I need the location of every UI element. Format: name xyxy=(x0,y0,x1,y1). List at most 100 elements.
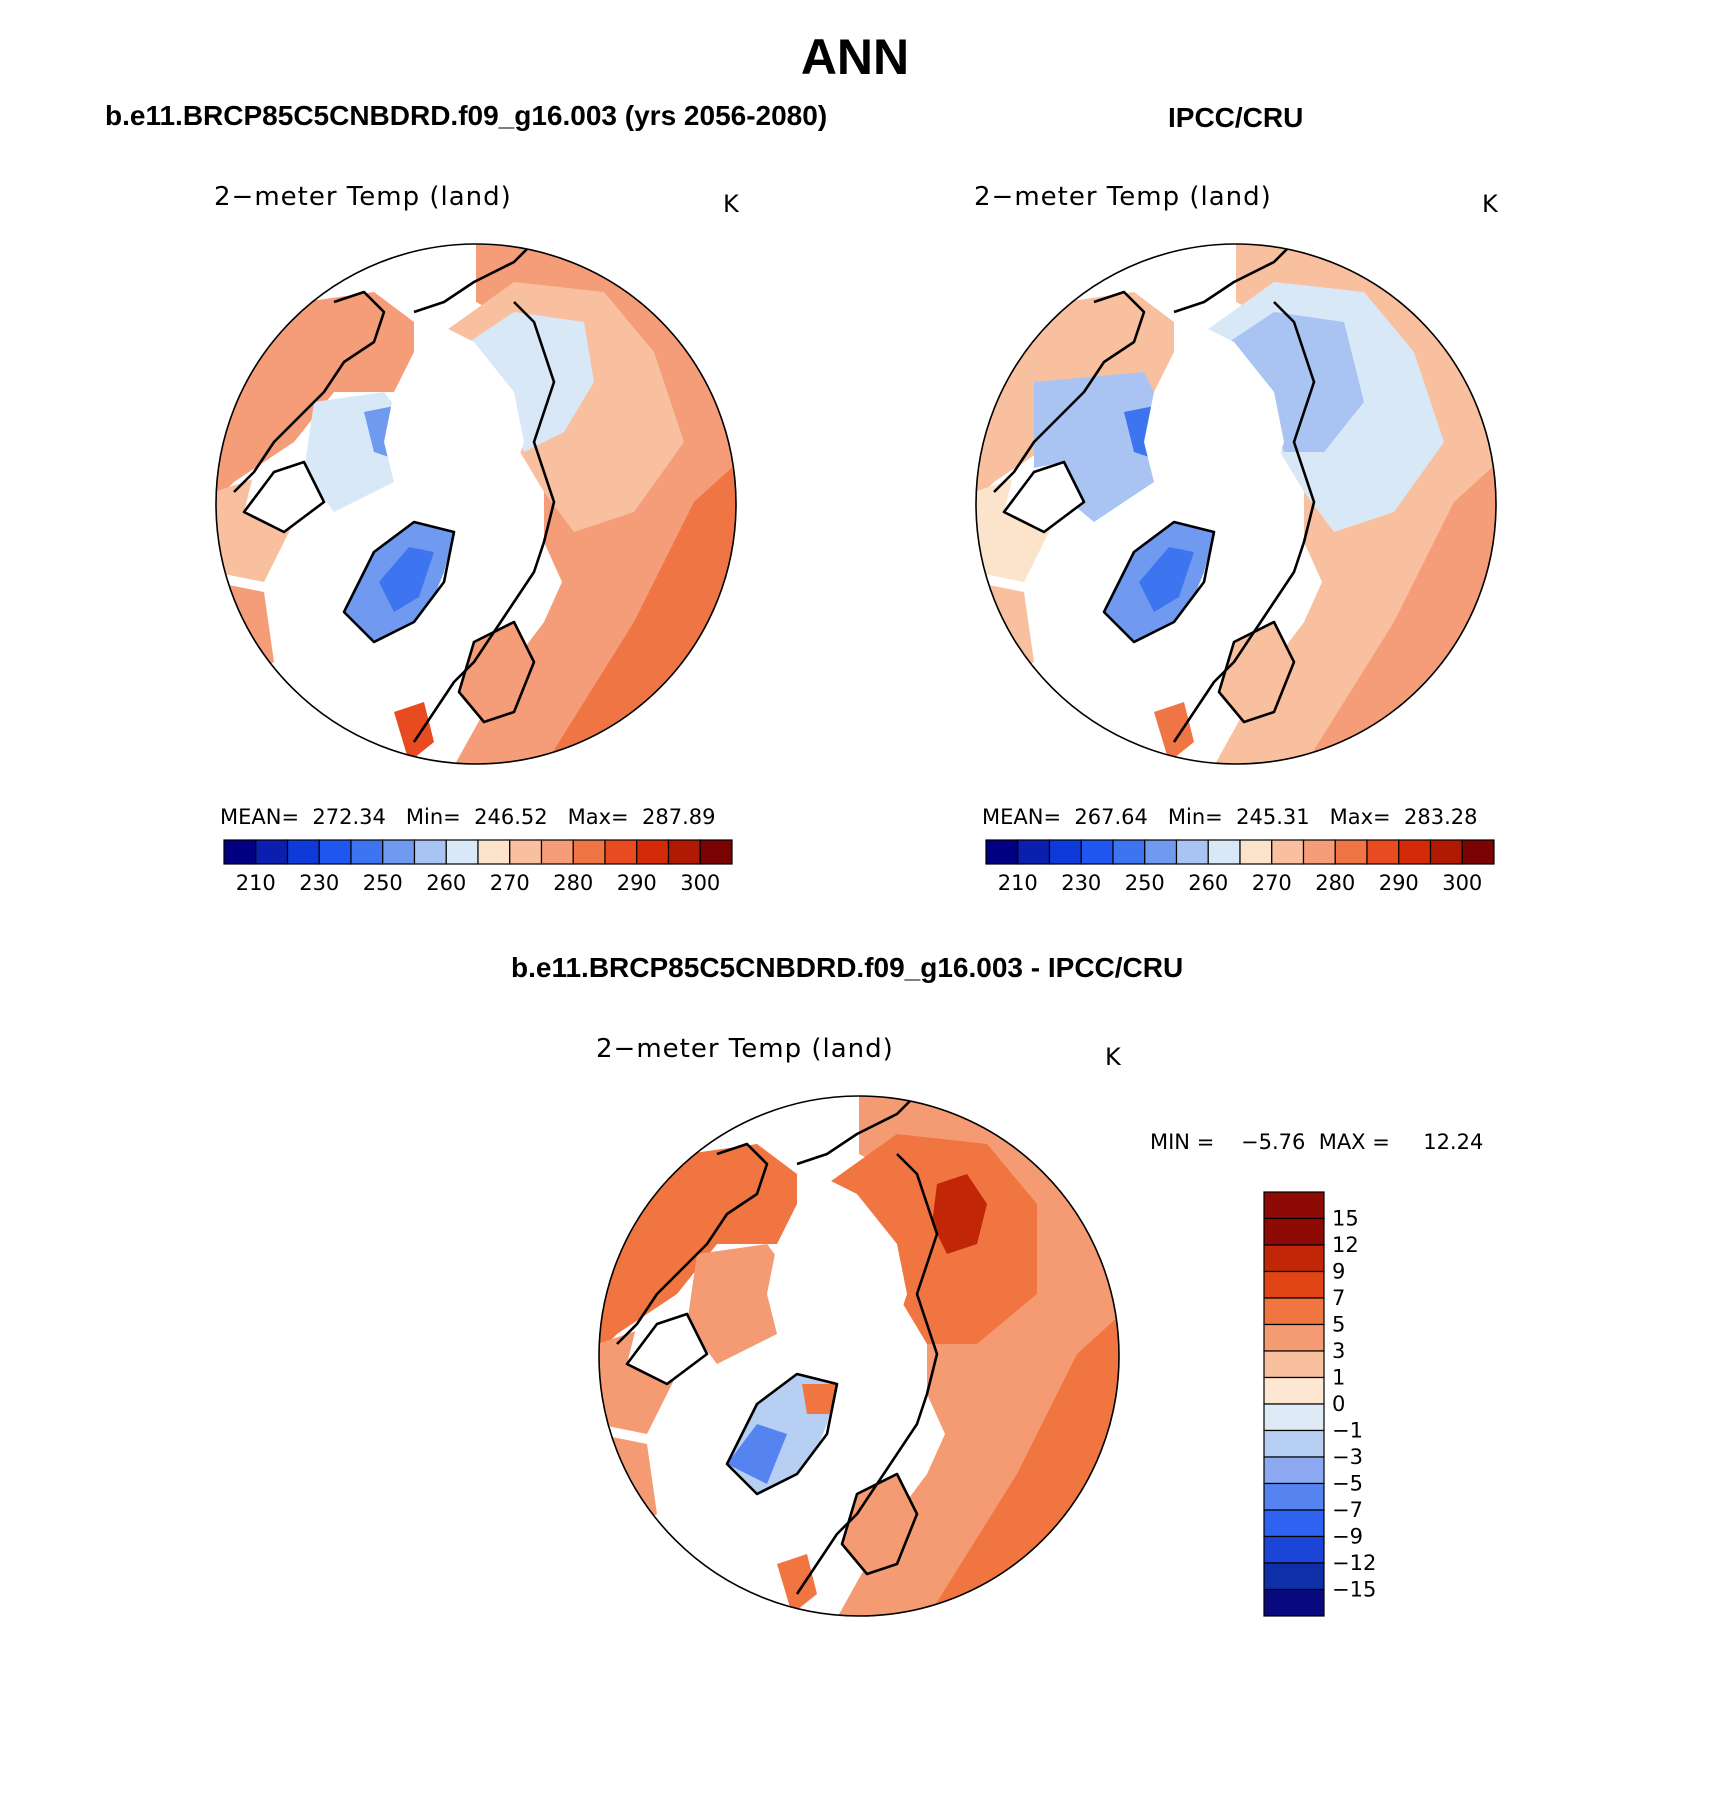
left-colorbar-box xyxy=(382,839,416,865)
bottom-greenland-core xyxy=(727,1424,787,1484)
left-colorbar-box xyxy=(318,839,352,865)
left-colorbar-box xyxy=(699,839,733,865)
bottom-colorbar-box xyxy=(1263,1244,1325,1273)
right-colorbar-box xyxy=(1366,839,1400,865)
left-colorbar-box xyxy=(445,839,479,865)
bottom-uk-land xyxy=(777,1554,817,1614)
bottom-colorbar-tick-label: −12 xyxy=(1332,1551,1376,1575)
bottom-colorbar-box xyxy=(1263,1509,1325,1538)
left-colorbar-tick-label: 290 xyxy=(617,871,657,895)
left-coastline-greenland xyxy=(342,520,456,644)
bottom-colorbar-box xyxy=(1263,1562,1325,1591)
bottom-colorbar-box xyxy=(1263,1217,1325,1246)
right-colorbar-box xyxy=(1048,839,1082,865)
figure-title: ANN xyxy=(800,29,910,85)
bottom-colorbar-tick-label: −3 xyxy=(1332,1445,1363,1469)
left-colorbar-tick-label: 280 xyxy=(553,871,593,895)
right-coastline-scandinavia xyxy=(1217,620,1296,724)
right-colorbar-box xyxy=(1144,839,1178,865)
left-colorbar-tick-label: 250 xyxy=(363,871,403,895)
right-colorbar-box xyxy=(1271,839,1305,865)
bottom-colorbar-box xyxy=(1263,1191,1325,1220)
right-colorbar-tick-label: 270 xyxy=(1252,871,1292,895)
left-colorbar-tick-label: 270 xyxy=(490,871,530,895)
bottom-colorbar-box xyxy=(1263,1456,1325,1485)
right-panel-title: IPCC/CRU xyxy=(1168,102,1304,133)
bottom-colorbar-box xyxy=(1263,1429,1325,1458)
left-scandinavia-land xyxy=(459,622,534,722)
bottom-colorbar-tick-label: −5 xyxy=(1332,1472,1363,1496)
left-colorbar-box xyxy=(604,839,638,865)
bottom-scandinavia-land xyxy=(842,1474,917,1574)
bottom-colorbar-tick-label: 1 xyxy=(1332,1366,1345,1390)
bottom-colorbar-tick-label: −1 xyxy=(1332,1419,1363,1443)
left-greenland-core xyxy=(379,547,434,612)
left-coastline-na xyxy=(233,290,386,534)
left-arctic-ocean xyxy=(384,312,524,662)
left-stats: MEAN= 272.34 Min= 246.52 Max= 287.89 xyxy=(220,805,716,829)
left-west-canada-land xyxy=(216,582,274,702)
bottom-coastline-na xyxy=(616,1142,769,1386)
left-colorbar: 210 230 250 260 270 280 290 300 xyxy=(223,839,733,895)
right-stats: MEAN= 267.64 Min= 245.31 Max= 283.28 xyxy=(982,805,1478,829)
left-colorbar-tick-label: 230 xyxy=(299,871,339,895)
right-greenland-core xyxy=(1139,547,1194,612)
right-colorbar-box xyxy=(1461,839,1495,865)
right-colorbar-box xyxy=(1398,839,1432,865)
left-colorbar-box xyxy=(413,839,447,865)
left-colorbar-tick-label: 300 xyxy=(680,871,720,895)
bottom-arctic-ocean xyxy=(767,1164,907,1514)
right-colorbar-tick-label: 230 xyxy=(1061,871,1101,895)
right-colorbar-tick-label: 210 xyxy=(998,871,1038,895)
left-colorbar-tick-label: 210 xyxy=(236,871,276,895)
bottom-colorbar-box xyxy=(1263,1535,1325,1564)
left-uk-land xyxy=(394,702,434,762)
bottom-colorbar-box xyxy=(1263,1403,1325,1432)
right-arctic-ocean xyxy=(1144,312,1284,662)
right-coastline-greenland xyxy=(1102,520,1216,644)
bottom-siberia-land xyxy=(827,1134,1037,1344)
right-variable-label: 2−meter Temp (land) xyxy=(974,182,1272,212)
left-colorbar-box xyxy=(477,839,511,865)
bottom-coastline-greenland xyxy=(725,1372,839,1496)
right-colorbar-box xyxy=(985,839,1019,865)
bottom-colorbar-box xyxy=(1263,1297,1325,1326)
right-colorbar-box xyxy=(1175,839,1209,865)
right-central-siberia-land xyxy=(1214,312,1364,452)
bottom-colorbar-box xyxy=(1263,1323,1325,1352)
bottom-colorbar-box xyxy=(1263,1270,1325,1299)
right-colorbar-box xyxy=(1429,839,1463,865)
left-colorbar-box xyxy=(223,839,257,865)
left-bering-sea xyxy=(244,462,324,532)
bottom-colorbar-tick-label: 9 xyxy=(1332,1260,1345,1284)
bottom-colorbar-box xyxy=(1263,1588,1325,1617)
bottom-variable-label: 2−meter Temp (land) xyxy=(596,1034,894,1064)
bottom-canadian-arch-land xyxy=(687,1244,797,1364)
left-colorbar-box xyxy=(286,839,320,865)
bottom-colorbar-tick-label: 12 xyxy=(1332,1233,1359,1257)
left-polar-map xyxy=(215,243,737,765)
left-panel-title: b.e11.BRCP85C5CNBDRD.f09_g16.003 (yrs 20… xyxy=(105,100,828,131)
bottom-bering-sea xyxy=(627,1314,707,1384)
right-colorbar-box xyxy=(1207,839,1241,865)
bottom-colorbar-tick-label: 7 xyxy=(1332,1286,1345,1310)
right-units-label: K xyxy=(1482,190,1498,218)
bottom-greenland-east xyxy=(802,1384,837,1414)
right-colorbar-box xyxy=(1334,839,1368,865)
bottom-colorbar-tick-label: −9 xyxy=(1332,1525,1363,1549)
right-colorbar-tick-label: 290 xyxy=(1379,871,1419,895)
bottom-colorbar-box xyxy=(1263,1376,1325,1405)
right-colorbar-box xyxy=(1302,839,1336,865)
left-colorbar-box xyxy=(667,839,701,865)
bottom-west-canada-land xyxy=(599,1434,657,1554)
left-colorbar-box xyxy=(255,839,289,865)
bottom-colorbar-tick-label: 0 xyxy=(1332,1392,1345,1416)
bottom-colorbar-tick-label: −15 xyxy=(1332,1578,1376,1602)
left-colorbar-tick-label: 260 xyxy=(426,871,466,895)
left-variable-label: 2−meter Temp (land) xyxy=(214,182,512,212)
left-colorbar-box xyxy=(350,839,384,865)
left-units-label: K xyxy=(723,190,739,218)
bottom-colorbar-box xyxy=(1263,1482,1325,1511)
right-polar-map xyxy=(975,243,1497,765)
